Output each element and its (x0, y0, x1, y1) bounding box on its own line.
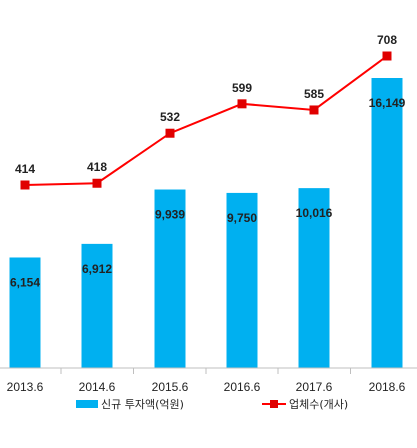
x-tick-label: 2015.6 (152, 380, 189, 394)
x-tick-label: 2013.6 (7, 380, 44, 394)
line-value-label: 414 (15, 162, 35, 176)
x-tick-label: 2016.6 (224, 380, 261, 394)
line-marker (382, 51, 392, 61)
legend-item-investment: 신규 투자액(억원) (76, 396, 184, 412)
x-axis: 2013.6 2014.6 2015.6 2016.6 2017.6 2018.6 (0, 367, 417, 394)
legend-bar-swatch (76, 400, 98, 408)
legend-item-companies: 업체수(개사) (262, 396, 348, 412)
bar-2013.6 (9, 257, 41, 368)
bar-2018.6 (371, 78, 403, 368)
line-value-label: 532 (160, 110, 180, 124)
line-marker (165, 128, 175, 138)
bar-2014.6 (81, 243, 113, 368)
line-marker (309, 105, 319, 115)
bar-value-label: 9,939 (155, 208, 185, 222)
x-tick-label: 2018.6 (369, 380, 406, 394)
bar-value-label: 16,149 (369, 96, 406, 110)
line-marker (237, 99, 247, 109)
bar-2017.6 (298, 188, 330, 368)
bar-value-label: 10,016 (296, 206, 333, 220)
legend-label-companies: 업체수(개사) (289, 398, 349, 411)
x-tick-label: 2017.6 (296, 380, 333, 394)
line-series-companies (24, 55, 388, 186)
bar-value-label: 9,750 (227, 211, 257, 225)
bars-group (9, 78, 403, 368)
bar-value-label: 6,154 (10, 275, 40, 289)
x-tick-label: 2014.6 (79, 380, 116, 394)
bar-value-label: 6,912 (82, 262, 112, 276)
line-value-label: 708 (377, 33, 397, 47)
line-marker (92, 178, 102, 188)
data-labels-group: 6,154 6,912 9,939 9,750 10,016 16,149 414 418 53… (10, 33, 406, 289)
bar-2015.6 (154, 189, 186, 368)
line-series-group (20, 51, 392, 190)
legend-label-investment: 신규 투자액(억원) (101, 398, 184, 411)
legend-line-swatch (262, 399, 286, 409)
line-value-label: 585 (304, 87, 324, 101)
legend: 신규 투자액(억원) 업체수(개사) (0, 392, 417, 416)
line-value-label: 418 (87, 160, 107, 174)
bar-2016.6 (226, 192, 258, 368)
line-marker (20, 180, 30, 190)
line-value-label: 599 (232, 81, 252, 95)
